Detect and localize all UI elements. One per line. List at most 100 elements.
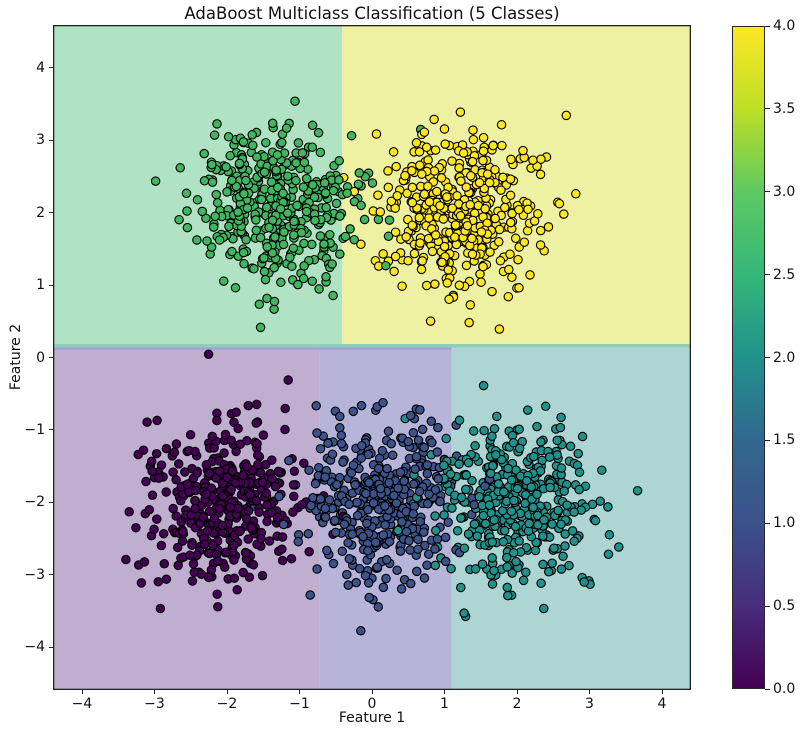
scatter-point [455,107,466,117]
scatter-point [212,198,223,208]
scatter-point [392,191,403,201]
scatter-point [397,281,407,291]
scatter-point [158,528,169,539]
scatter-point [484,177,495,188]
scatter-point [540,401,551,412]
scatter-point [496,185,506,195]
scatter-point [477,559,488,569]
x-tick-mark [154,690,155,694]
scatter-point [412,566,422,577]
scatter-point [519,237,530,247]
scatter-point [461,470,472,480]
scatter-point [271,165,281,175]
scatter-point [415,238,425,248]
scatter-point [229,573,240,583]
scatter-point [422,460,433,470]
y-tick-mark [49,501,53,503]
scatter-point [285,252,295,263]
chart-title: AdaBoost Multiclass Classification (5 Cl… [184,4,560,23]
scatter-point [419,527,429,537]
scatter-point [270,232,280,242]
scatter-point [440,556,451,567]
scatter-point [489,515,499,525]
scatter-point [553,505,563,516]
colorbar-tick-label: 0.0 [773,681,796,697]
scatter-point [323,438,333,449]
scatter-point [289,230,299,240]
scatter-point [478,146,489,156]
scatter-point [350,480,360,490]
x-tick-label: 3 [585,696,594,712]
scatter-point [396,584,407,594]
scatter-point [485,468,496,479]
scatter-point [286,553,297,564]
scatter-point [264,222,274,233]
scatter-point [243,400,254,411]
scatter-point [214,504,225,514]
scatter-point [564,560,574,571]
scatter-point [454,459,464,469]
scatter-point [430,511,440,521]
y-tick-label: 4 [36,59,45,76]
scatter-point [272,150,283,160]
scatter-point [403,256,413,266]
scatter-point [262,500,272,510]
scatter-point [399,476,409,486]
scatter-point [507,272,517,283]
scatter-point [172,542,183,553]
scatter-point [413,534,423,545]
x-tick-mark [589,690,590,694]
scatter-point [312,428,322,438]
scatter-point [464,317,474,328]
scatter-point [461,182,472,192]
scatter-point [147,490,158,501]
scatter-point [282,208,293,218]
scatter-point [181,188,192,199]
colorbar-tick-label: 0.5 [773,598,796,615]
scatter-point [253,459,263,470]
scatter-point [493,479,504,489]
scatter-point [438,214,449,224]
scatter-point [261,202,272,213]
scatter-point [159,559,170,569]
scatter-point [201,489,212,500]
scatter-point [463,458,474,468]
scatter-point [476,277,486,287]
scatter-point [424,197,435,207]
scatter-point [397,517,407,527]
scatter-point [279,227,289,237]
scatter-point [384,478,394,488]
scatter-point [168,503,178,514]
x-tick-label: 4 [657,696,667,712]
scatter-point [526,482,536,492]
scatter-point [206,565,217,575]
scatter-point [490,165,500,175]
scatter-point [383,182,394,193]
scatter-point [556,519,566,530]
scatter-point [400,170,410,181]
scatter-point [386,438,397,449]
scatter-point [528,502,538,513]
scatter-point [432,534,443,544]
scatter-point [504,264,514,275]
scatter-point [454,415,465,426]
scatter-point [343,580,354,590]
scatter-point [185,550,195,561]
scatter-point [511,556,521,567]
scatter-point [346,130,357,141]
scatter-point [227,246,237,257]
scatter-point [443,265,454,275]
scatter-point [251,215,261,225]
scatter-point [313,128,324,138]
scatter-point [421,280,432,291]
scatter-point [392,565,402,576]
scatter-point [514,443,525,454]
scatter-point [336,430,347,441]
scatter-point [308,493,318,503]
scatter-point [461,260,472,271]
scatter-point [262,242,272,252]
scatter-point [401,526,412,537]
scatter-point [389,266,399,277]
scatter-point [269,262,279,273]
scatter-point [315,494,326,504]
